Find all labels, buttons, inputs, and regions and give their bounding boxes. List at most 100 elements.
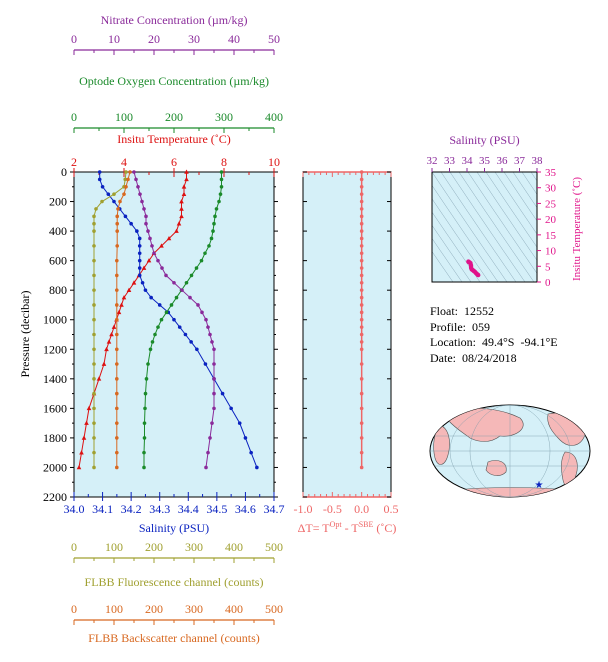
data-point-nitrate [188, 295, 192, 300]
data-point-temperature [126, 287, 132, 292]
data-point-fluorescence [92, 450, 96, 455]
ts-salinity-tick-label: 36 [497, 155, 509, 167]
data-point-oxygen [213, 214, 217, 219]
axis-tick-label-top: 8 [221, 155, 227, 169]
data-point-salinity [157, 303, 162, 307]
data-point-backscatter [115, 288, 119, 292]
data-point-oxygen [159, 317, 164, 322]
data-point-fluorescence [92, 221, 96, 226]
main-profile-panel: 0200400600800100012001400160018002000220… [18, 13, 285, 645]
delta-t-point [359, 266, 364, 270]
data-point-salinity [189, 340, 193, 344]
data-point-backscatter [115, 221, 119, 226]
data-point-backscatter [115, 332, 119, 337]
data-point-oxygen [174, 295, 179, 300]
data-point-nitrate [160, 266, 164, 270]
data-point-temperature [166, 235, 172, 241]
data-point-backscatter [115, 406, 119, 411]
ts-salinity-title: Salinity (PSU) [449, 133, 519, 147]
density-isoline [512, 172, 537, 209]
density-isoline [503, 172, 537, 222]
density-isoline [440, 172, 517, 282]
data-point-oxygen [207, 244, 211, 248]
data-point-nitrate [206, 450, 210, 455]
data-point-temperature [181, 191, 187, 196]
data-point-backscatter [115, 214, 119, 219]
float-info-block: Float: 12552 Profile: 059 Location: 49.4… [430, 304, 558, 366]
data-point-backscatter [115, 317, 119, 322]
axis-tick-label-top3: 40 [228, 32, 240, 46]
delta-t-point [359, 177, 364, 182]
data-point-fluorescence [92, 377, 96, 381]
float-id: Float: 12552 [430, 304, 495, 318]
pressure-tick-label: 1400 [43, 372, 67, 386]
data-point-oxygen [194, 266, 199, 270]
axis-tick-label-bottom: 34.2 [121, 502, 142, 516]
data-point-backscatter [115, 391, 119, 396]
delta-t-point [359, 170, 364, 174]
data-point-salinity [249, 450, 253, 455]
data-point-fluorescence [92, 303, 96, 307]
axis-tick-label-bottom: 34.1 [92, 502, 113, 516]
data-point-salinity [195, 347, 199, 352]
data-point-backscatter [128, 170, 132, 174]
data-point-fluorescence [92, 288, 96, 292]
delta-t-point [359, 236, 364, 241]
axis-tick-label-top3: 0 [71, 32, 77, 46]
data-point-nitrate [144, 214, 148, 219]
data-point-temperature [109, 332, 114, 337]
pressure-tick-label: 1200 [43, 342, 67, 356]
data-point-nitrate [144, 221, 148, 226]
data-point-temperature [141, 265, 147, 270]
data-point-temperature [179, 199, 184, 204]
data-point-salinity [255, 465, 259, 470]
delta-t-tick-label: 0.5 [384, 502, 399, 516]
data-point-fluorescence [92, 465, 96, 470]
ts-temp-tick-label: 10 [545, 246, 557, 258]
data-point-temperature [184, 176, 189, 182]
data-point-oxygen [150, 340, 155, 344]
data-point-fluorescence [92, 391, 96, 396]
axis-tick-label-bottom2: 300 [185, 540, 203, 554]
data-point-oxygen [217, 199, 221, 204]
data-point-fluorescence [123, 177, 127, 182]
data-point-temperature [104, 346, 109, 352]
data-point-backscatter [115, 436, 119, 440]
axis-tick-label-top: 2 [71, 155, 77, 169]
pressure-tick-label: 0 [61, 165, 67, 179]
data-point-temperature [131, 280, 137, 285]
delta-t-point [359, 184, 364, 189]
data-point-fluorescence [92, 421, 96, 425]
data-point-temperature [111, 324, 117, 329]
data-point-temperature [96, 376, 102, 381]
data-point-salinity [100, 184, 105, 189]
ts-temp-tick-label: 25 [545, 198, 557, 210]
data-point-oxygen [146, 362, 150, 366]
data-point-temperature [106, 339, 112, 344]
axis-tick-label-bottom2: 100 [105, 540, 123, 554]
data-point-fluorescence [92, 229, 96, 233]
data-point-fluorescence [94, 207, 98, 211]
data-point-salinity [97, 170, 102, 174]
ts-salinity-tick-label: 32 [427, 155, 438, 167]
density-isoline [494, 172, 537, 235]
data-point-nitrate [206, 325, 210, 329]
data-point-nitrate [172, 280, 176, 285]
axis-title-bottom: Salinity (PSU) [139, 521, 209, 535]
density-isoline [432, 238, 463, 282]
axis-tick-label-top2: 200 [165, 110, 183, 124]
data-point-salinity [177, 325, 182, 329]
data-point-salinity [106, 192, 111, 196]
data-point-salinity [97, 177, 102, 182]
axis-tick-label-top3: 30 [188, 32, 200, 46]
ts-temp-tick-label: 0 [545, 277, 551, 289]
axis-title-top: Insitu Temperature (˚C) [117, 132, 231, 146]
delta-t-point [359, 244, 364, 248]
ts-temp-tick-label: 20 [545, 214, 557, 226]
data-point-oxygen [219, 177, 224, 182]
delta-t-point [359, 317, 364, 322]
density-isoline [432, 224, 472, 282]
delta-t-point [359, 214, 364, 219]
data-point-oxygen [189, 273, 194, 278]
delta-t-point [359, 347, 364, 352]
